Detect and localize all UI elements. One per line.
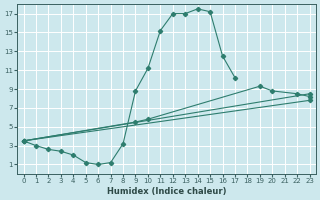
X-axis label: Humidex (Indice chaleur): Humidex (Indice chaleur) — [107, 187, 226, 196]
